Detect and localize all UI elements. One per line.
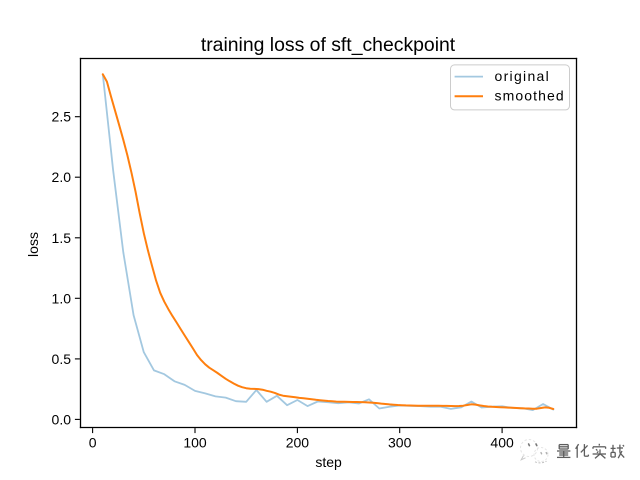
svg-text:1.5: 1.5 [52, 230, 72, 246]
svg-text:400: 400 [490, 435, 514, 451]
svg-text:100: 100 [183, 435, 207, 451]
svg-text:2.0: 2.0 [52, 169, 72, 185]
svg-text:0.5: 0.5 [52, 351, 72, 367]
svg-text:200: 200 [286, 435, 310, 451]
svg-text:original: original [495, 68, 551, 84]
svg-text:step: step [315, 454, 342, 470]
svg-text:2.5: 2.5 [52, 109, 72, 125]
svg-text:1.0: 1.0 [52, 290, 72, 306]
svg-text:300: 300 [388, 435, 412, 451]
svg-text:training loss of sft_checkpoin: training loss of sft_checkpoint [201, 34, 456, 56]
svg-text:0: 0 [89, 435, 97, 451]
svg-text:0.0: 0.0 [52, 411, 72, 427]
svg-text:loss: loss [25, 232, 41, 257]
svg-text:smoothed: smoothed [495, 88, 565, 104]
